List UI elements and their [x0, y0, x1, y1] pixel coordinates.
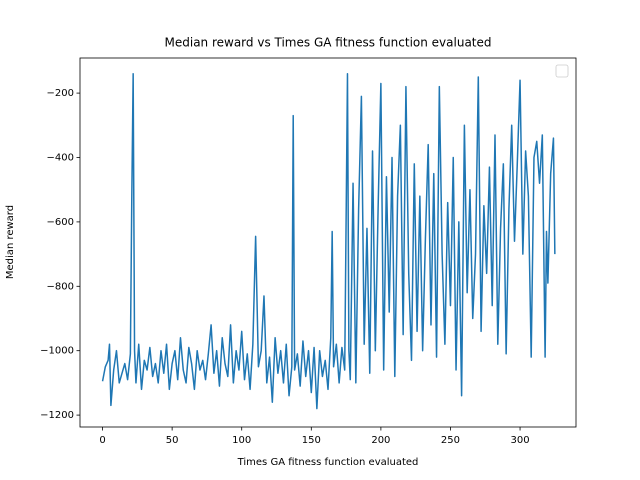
- y-axis-label: Median reward: [5, 205, 16, 279]
- axes-frame: [79, 57, 577, 428]
- y-tick-label: −200: [47, 88, 74, 99]
- data-line: [101, 73, 556, 410]
- y-tick-label: −800: [47, 281, 74, 292]
- x-tick-label: 300: [511, 435, 530, 446]
- x-tick-label: 150: [302, 435, 321, 446]
- chart-title: Median reward vs Times GA fitness functi…: [165, 36, 492, 50]
- x-tick-label: 250: [441, 435, 460, 446]
- legend-box: [555, 64, 569, 78]
- x-tick-label: 50: [166, 435, 179, 446]
- y-tick-label: −1200: [40, 410, 74, 421]
- x-tick-label: 100: [232, 435, 251, 446]
- x-tick-label: 0: [99, 435, 105, 446]
- x-tick-label: 200: [371, 435, 390, 446]
- y-tick-label: −400: [47, 152, 74, 163]
- x-axis-label: Times GA fitness function evaluated: [237, 457, 419, 468]
- y-tick-label: −600: [47, 217, 74, 228]
- y-tick-label: −1000: [40, 346, 74, 357]
